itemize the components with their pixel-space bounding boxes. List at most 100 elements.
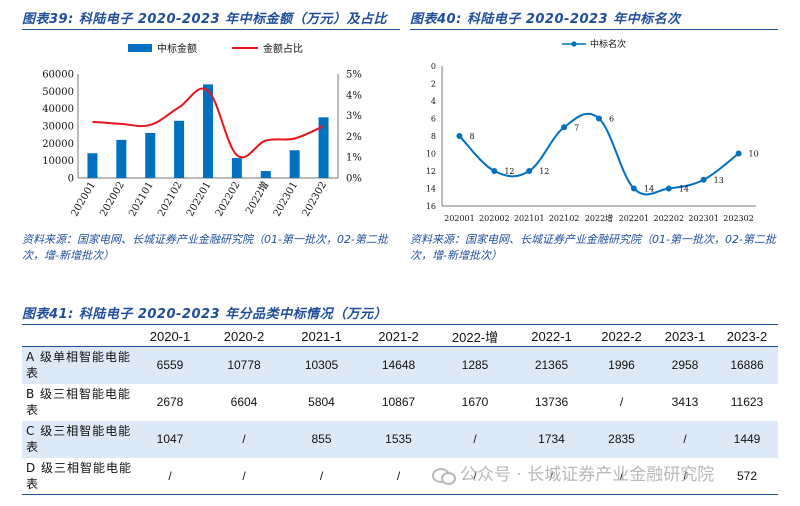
y-tick-label: 4 xyxy=(431,97,436,106)
table-cell: 2835 xyxy=(589,420,654,458)
table-cell: 3413 xyxy=(671,395,699,409)
table-cell: 10867 xyxy=(381,395,416,409)
legend-swatch-amount xyxy=(128,44,152,52)
rank-data-label: 6 xyxy=(609,115,614,124)
table-cell: / xyxy=(206,457,282,495)
y-left-tick-label: 60000 xyxy=(42,70,74,81)
header-cell xyxy=(22,327,134,347)
table-cell: 1285 xyxy=(436,346,514,384)
y-right-tick-label: 2% xyxy=(346,132,362,143)
watermark-text: 公众号 · 长城证券产业金融研究院 xyxy=(460,465,715,485)
figure-41-rule xyxy=(22,324,778,325)
table-cell: 16886 xyxy=(716,346,778,384)
x-tick-label: 202002 xyxy=(98,180,127,219)
legend-label-rank: 中标名次 xyxy=(590,38,626,50)
bar xyxy=(145,132,156,178)
table-cell: 572 xyxy=(716,457,778,495)
table-row: C 级三相智能电能表 1047 / 855 1535 / 1734 2835 /… xyxy=(22,420,778,458)
y-tick-label: 14 xyxy=(426,185,436,194)
x-tick-label: 2022增 xyxy=(242,179,271,216)
legend-label-amount: 中标金额 xyxy=(157,42,197,55)
x-tick-label: 202202 xyxy=(654,214,685,223)
x-tick-label: 202201 xyxy=(619,214,650,223)
y-tick-label: 12 xyxy=(426,167,436,176)
rank-point xyxy=(491,168,498,174)
y-left-tick-label: 0 xyxy=(68,174,74,185)
bar xyxy=(318,117,329,178)
table-cell: 1996 xyxy=(589,346,654,384)
y-right-tick-label: 4% xyxy=(346,90,362,101)
figure-40-chart: 中标名次 0 2 4 6 8 10 12 14 16 8 12 12 7 6 14 14 13 10 202001 20… xyxy=(426,38,759,223)
y-tick-label: 2 xyxy=(431,80,436,89)
x-tick-label: 202301 xyxy=(272,180,301,219)
table-cell: 2678 xyxy=(156,395,184,409)
table-row: A 级单相智能电能表 6559 10778 10305 14648 1285 2… xyxy=(22,346,778,384)
y-right-tick-label: 5% xyxy=(346,70,362,81)
x-tick-label: 202001 xyxy=(444,214,475,223)
y-left-tick-label: 40000 xyxy=(42,104,74,115)
figure-39-rule xyxy=(22,29,400,30)
table-row: D 级三相智能电能表 / / / / / / / / 572 xyxy=(22,457,778,495)
table-cell: / xyxy=(514,457,589,495)
table-cell: 13736 xyxy=(534,395,569,409)
rank-data-label: 14 xyxy=(679,185,689,194)
y-left-tick-label: 30000 xyxy=(42,122,74,133)
table-cell: 2958 xyxy=(654,346,716,384)
table-cell: / xyxy=(361,457,436,495)
bar xyxy=(116,139,127,178)
x-tick-label: 202102 xyxy=(156,180,185,219)
y-right-tick-label: 3% xyxy=(346,111,362,122)
table-cell: / xyxy=(589,457,654,495)
header-cell: 2022-增 xyxy=(436,327,514,347)
x-tick-label: 202302 xyxy=(723,214,754,223)
share-line xyxy=(92,87,324,159)
x-tick-label: 202301 xyxy=(688,214,719,223)
y-left-tick-label: 50000 xyxy=(42,87,74,98)
rank-data-label: 7 xyxy=(574,123,579,132)
row-label: C 级三相智能电能表 xyxy=(22,420,134,458)
figure-40-source: 资料来源：国家电网、长城证券产业金融研究院（01-第一批次，02-第二批次，增-… xyxy=(410,233,776,262)
bar xyxy=(174,120,185,178)
table-cell: 11623 xyxy=(730,395,764,409)
x-tick-label: 2022增 xyxy=(585,213,613,223)
table-cell: 10778 xyxy=(206,346,282,384)
bid-category-table: 2020-1 2020-2 2021-1 2021-2 2022-增 2022-… xyxy=(22,327,778,495)
table-cell: 14648 xyxy=(361,346,436,384)
table-cell: 1734 xyxy=(514,420,589,458)
row-label: A 级单相智能电能表 xyxy=(22,346,134,384)
x-tick-label: 202202 xyxy=(214,180,243,219)
table-cell: 855 xyxy=(282,420,361,458)
row-label: B 级三相智能电能表 xyxy=(26,387,132,417)
header-cell: 2022-1 xyxy=(514,327,589,347)
x-tick-label: 202201 xyxy=(185,180,214,219)
rank-point xyxy=(456,133,463,139)
table-cell: 1449 xyxy=(716,420,778,458)
rank-point xyxy=(735,150,742,157)
x-tick-label: 202101 xyxy=(127,180,156,219)
rank-point xyxy=(665,185,672,192)
table-row: B 级三相智能电能表 2678 6604 5804 10867 1670 137… xyxy=(22,384,778,421)
figure-39-source: 资料来源：国家电网、长城证券产业金融研究院（01-第一批次，02-第二批次，增-… xyxy=(22,233,388,262)
rank-point xyxy=(700,176,707,183)
y-tick-label: 10 xyxy=(426,150,436,159)
table-cell: 1047 xyxy=(134,420,206,458)
y-left-tick-label: 10000 xyxy=(42,156,74,167)
table-cell: 21365 xyxy=(514,346,589,384)
x-tick-label: 202101 xyxy=(514,214,545,223)
x-tick-label: 202302 xyxy=(301,180,330,219)
x-tick-label: 202102 xyxy=(549,214,580,223)
y-tick-label: 0 xyxy=(431,62,436,71)
table-cell: / xyxy=(436,420,514,458)
figure-39-chart: 中标金额 金额占比 0 10000 20000 30000 40000 50000 60000 0… xyxy=(42,42,362,219)
y-right-tick-label: 1% xyxy=(346,153,362,164)
bar xyxy=(203,84,213,178)
x-tick-label: 202001 xyxy=(69,180,98,219)
bar xyxy=(87,153,98,178)
bar xyxy=(231,158,242,178)
rank-data-label: 8 xyxy=(469,132,474,141)
header-cell: 2020-1 xyxy=(134,327,206,347)
rank-data-label: 13 xyxy=(714,176,724,185)
table-cell: 10305 xyxy=(282,346,361,384)
legend-marker-rank xyxy=(571,41,577,47)
y-tick-label: 6 xyxy=(431,115,436,124)
